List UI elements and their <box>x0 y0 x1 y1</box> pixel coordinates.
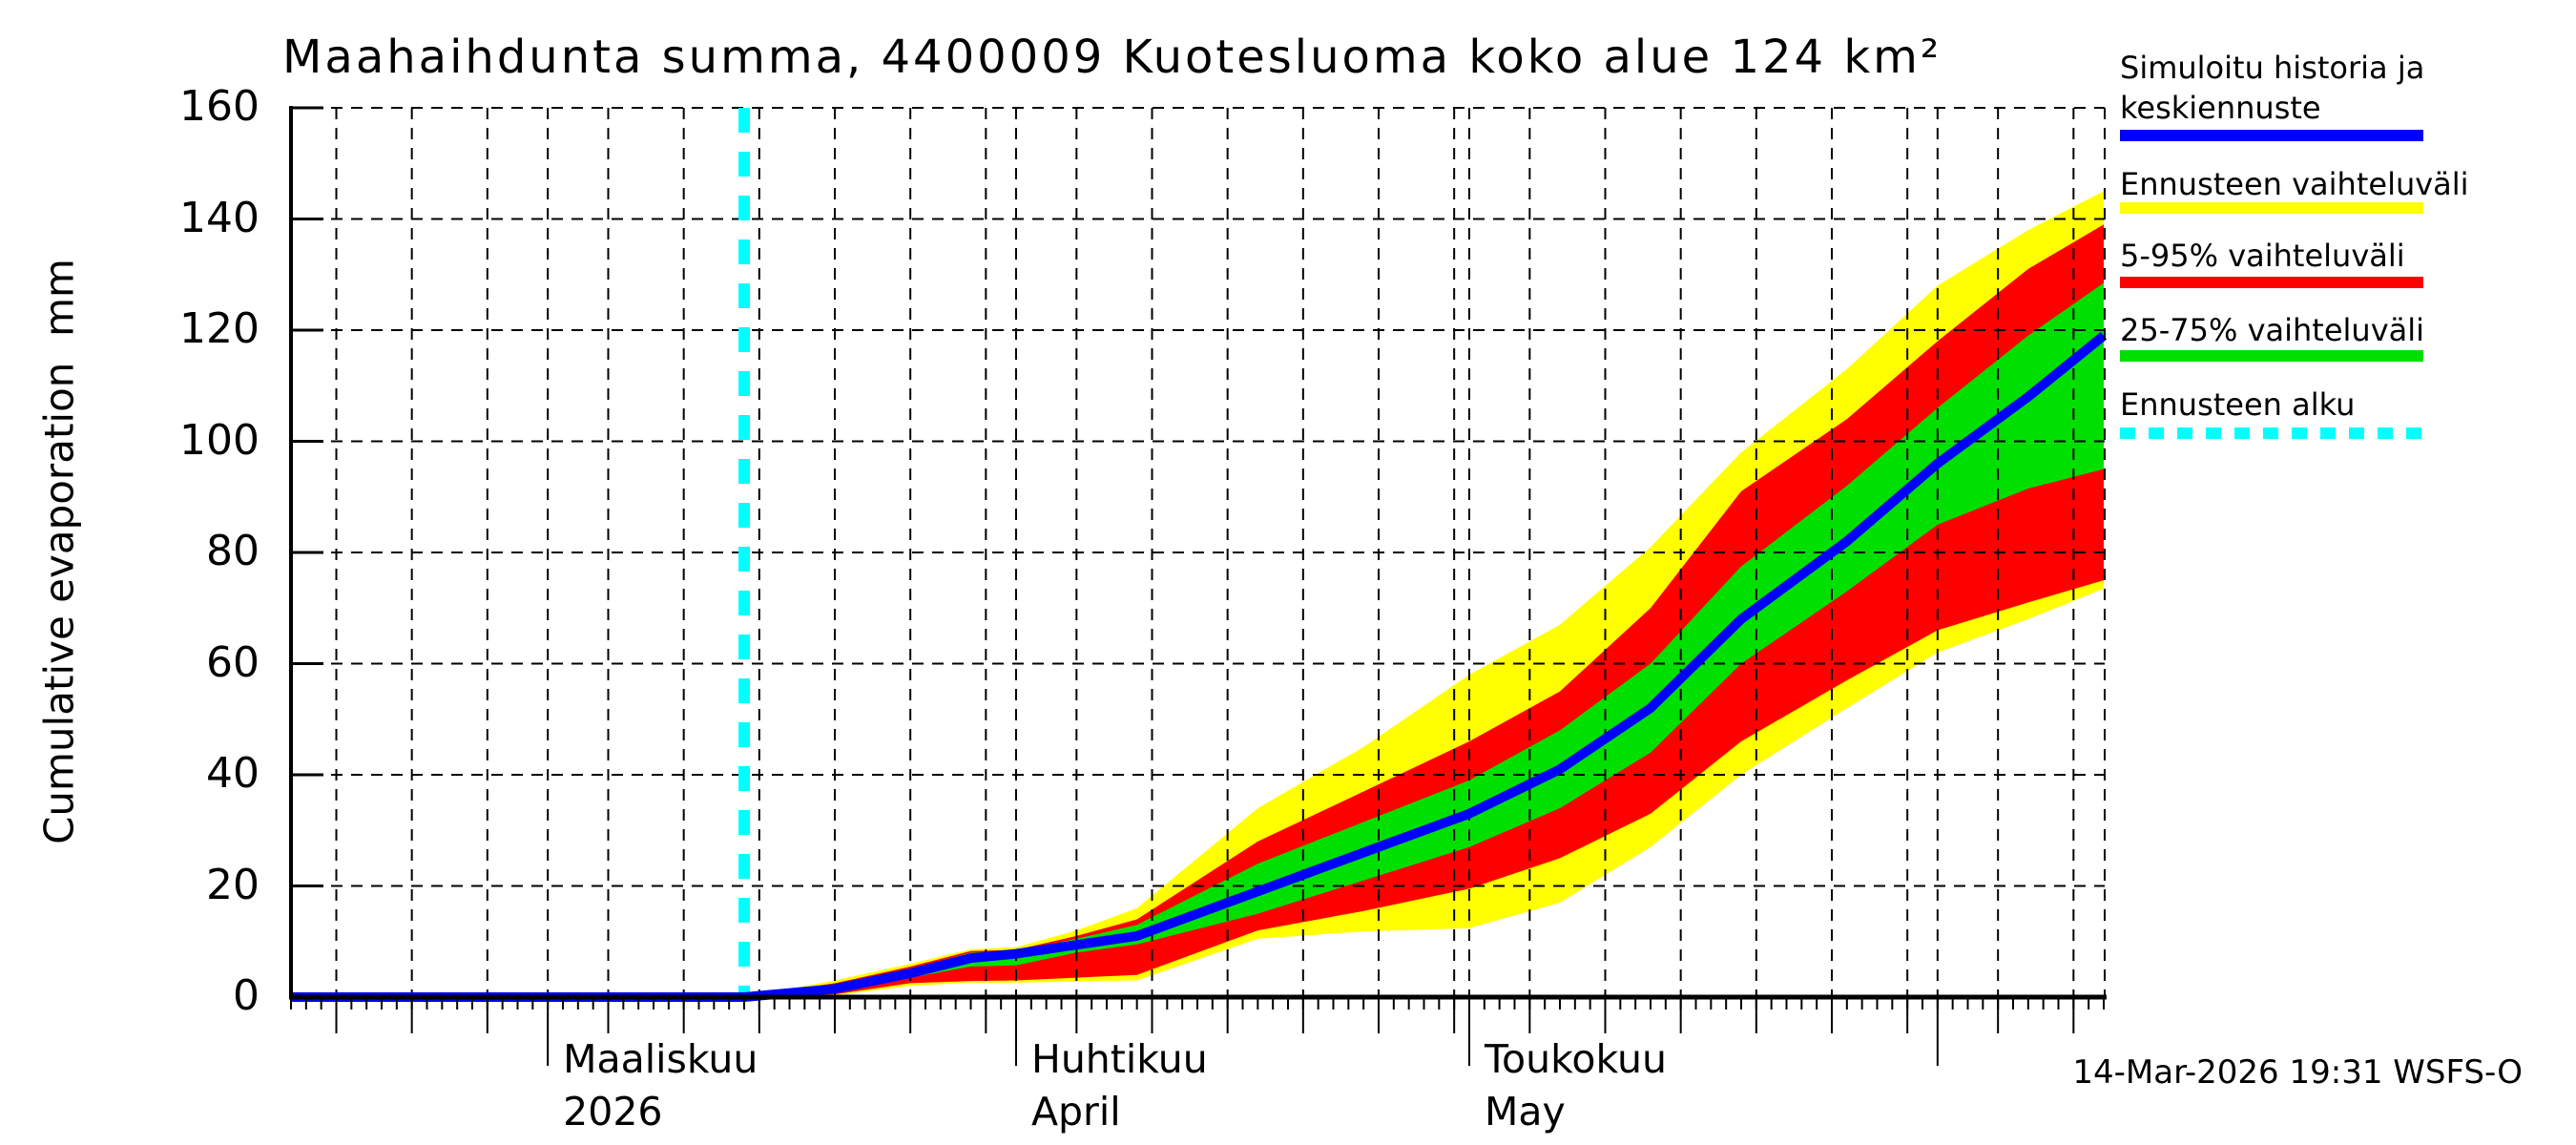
y-gridlines <box>291 107 2105 887</box>
y-tick-label: 140 <box>179 193 260 242</box>
legend-label: 25-75% vaihteluväli <box>2120 312 2425 348</box>
legend-swatch-solid <box>2120 130 2423 141</box>
legend-swatch-solid <box>2120 202 2423 214</box>
legend-label: 5-95% vaihteluväli <box>2120 238 2405 274</box>
legend-label: Simuloitu historia ja <box>2120 50 2425 86</box>
y-tick-label: 60 <box>206 637 260 687</box>
legend-swatch-solid <box>2120 350 2423 362</box>
median-line <box>291 331 2108 1002</box>
y-axis-label: Cumulative evaporation mm <box>35 259 83 844</box>
legend-label: Ennusteen vaihteluväli <box>2120 166 2469 202</box>
x-gridlines <box>335 108 2075 997</box>
y-tick-label: 80 <box>206 527 260 575</box>
month-label: Maaliskuu <box>563 1036 758 1082</box>
y-tick-label: 120 <box>179 304 260 353</box>
y-tick-label: 100 <box>179 415 260 465</box>
y-tick-label: 20 <box>206 860 260 909</box>
month-sub-label: April <box>1030 1089 1121 1135</box>
legend-label: keskiennuste <box>2120 90 2321 126</box>
y-tick-label: 40 <box>206 749 260 798</box>
month-sub-label: May <box>1484 1089 1566 1135</box>
x-ticks <box>290 997 2105 1066</box>
month-label: Huhtikuu <box>1030 1036 1208 1082</box>
month-label: Toukokuu <box>1484 1036 1667 1082</box>
legend-swatch-solid <box>2120 277 2423 288</box>
y-tick-label: 0 <box>233 971 260 1020</box>
chart-title: Maahaihdunta summa, 4400009 Kuotesluoma … <box>282 31 1942 84</box>
date-stamp: 14-Mar-2026 19:31 WSFS-O <box>2072 1053 2523 1092</box>
y-tick-label: 160 <box>179 82 260 131</box>
month-sub-label: 2026 <box>563 1089 663 1135</box>
band-75-fraktiili <box>744 282 2104 997</box>
legend-label: Ennusteen alku <box>2120 386 2356 423</box>
legend-swatch-dashed <box>2120 427 2423 439</box>
